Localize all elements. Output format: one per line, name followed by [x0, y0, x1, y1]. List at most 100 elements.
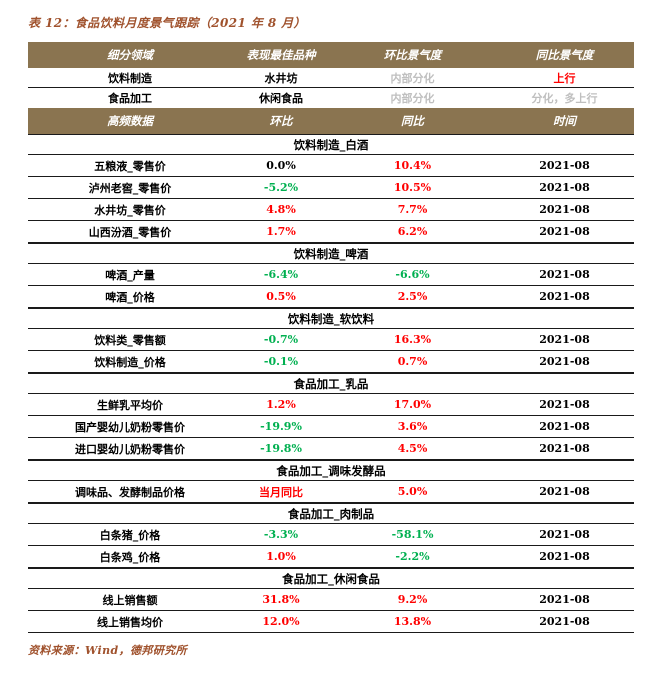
date-value: 2021-08 [539, 593, 590, 606]
summary-row: 饮料制造 水井坊 内部分化 上行 [28, 68, 634, 88]
data-row: 水井坊_零售价 4.8% 7.7% 2021-08 [28, 199, 634, 221]
indicator-label: 饮料制造_价格 [94, 355, 166, 369]
date-value: 2021-08 [539, 615, 590, 628]
mom-value: 0.5% [266, 290, 296, 303]
prosperity-table: 细分领域 表现最佳品种 环比景气度 同比景气度 饮料制造 水井坊 内部分化 上行… [28, 42, 634, 633]
yoy-value: 13.8% [393, 615, 432, 628]
report-page: 表 12：食品饮料月度景气跟踪（2021 年 8 月） 细分领域 表现最佳品种 … [28, 16, 634, 657]
data-row: 饮料类_零售额 -0.7% 16.3% 2021-08 [28, 329, 634, 351]
yoy-value: -2.2% [395, 550, 430, 563]
mom-value: -3.3% [263, 528, 299, 541]
header-cell-best-variety: 表现最佳品种 [246, 48, 316, 62]
best-variety-cell: 水井坊 [264, 71, 298, 85]
yoy-value: 4.5% [397, 442, 428, 455]
mom-value: 0.0% [266, 159, 296, 172]
mom-value: 1.0% [266, 550, 296, 563]
mom-value: 当月同比 [259, 485, 303, 499]
mom-value: -6.4% [263, 268, 299, 281]
date-value: 2021-08 [539, 333, 590, 346]
date-value: 2021-08 [539, 398, 590, 411]
yoy-value: 7.7% [397, 203, 428, 216]
indicator-label: 饮料类_零售额 [94, 333, 166, 347]
mom-value: 12.0% [262, 615, 300, 628]
indicator-label: 啤酒_价格 [105, 290, 155, 304]
data-row: 山西汾酒_零售价 1.7% 6.2% 2021-08 [28, 221, 634, 243]
yoy-value: 5.0% [397, 485, 428, 498]
section-title: 食品加工_调味发酵品 [28, 460, 634, 481]
indicator-label: 线上销售额 [102, 593, 158, 607]
mom-value: -19.8% [260, 442, 302, 455]
yoy-value: -6.6% [395, 268, 430, 281]
data-row: 白条猪_价格 -3.3% -58.1% 2021-08 [28, 524, 634, 546]
yoy-value: -58.1% [391, 528, 434, 541]
date-value: 2021-08 [539, 203, 590, 216]
mom-value: -5.2% [263, 181, 299, 194]
mom-prosperity-cell: 内部分化 [390, 92, 435, 105]
header-cell-yoy: 同比 [401, 114, 424, 128]
date-value: 2021-08 [539, 485, 590, 498]
summary-header-row: 细分领域 表现最佳品种 环比景气度 同比景气度 [28, 42, 634, 68]
header-cell-mom-prosperity: 环比景气度 [383, 48, 442, 62]
mom-value: -0.1% [263, 355, 299, 368]
data-row: 线上销售额 31.8% 9.2% 2021-08 [28, 589, 634, 611]
header-cell-date: 时间 [553, 114, 576, 128]
data-row: 五粮液_零售价 0.0% 10.4% 2021-08 [28, 155, 634, 177]
data-source-note: 资料来源：Wind，德邦研究所 [28, 644, 188, 657]
section-title: 饮料制造_啤酒 [28, 243, 634, 264]
data-row: 泸州老窖_零售价 -5.2% 10.5% 2021-08 [28, 177, 634, 199]
data-row: 啤酒_产量 -6.4% -6.6% 2021-08 [28, 264, 634, 286]
yoy-value: 0.7% [397, 355, 428, 368]
header-cell-segment: 细分领域 [107, 48, 153, 62]
section-title: 食品加工_肉制品 [28, 503, 634, 524]
indicator-label: 进口婴幼儿奶粉零售价 [75, 442, 185, 456]
indicator-label: 山西汾酒_零售价 [88, 225, 172, 239]
mom-prosperity-cell: 内部分化 [390, 71, 435, 85]
date-value: 2021-08 [539, 550, 590, 563]
date-value: 2021-08 [539, 268, 590, 281]
yoy-value: 17.0% [393, 398, 432, 411]
yoy-value: 3.6% [397, 420, 428, 433]
date-value: 2021-08 [539, 355, 590, 368]
section-title: 食品加工_乳品 [28, 373, 634, 394]
yoy-value: 16.3% [393, 333, 432, 346]
date-value: 2021-08 [539, 181, 590, 194]
summary-row: 食品加工 休闲食品 内部分化 分化，多上行 [28, 88, 634, 108]
date-value: 2021-08 [539, 290, 590, 303]
section-title: 食品加工_休闲食品 [28, 568, 634, 589]
yoy-value: 2.5% [397, 290, 428, 303]
date-value: 2021-08 [539, 159, 590, 172]
indicator-label: 白条鸡_价格 [99, 550, 161, 564]
section-title: 饮料制造_白酒 [28, 134, 634, 155]
segment-cell: 饮料制造 [108, 71, 152, 85]
mom-value: 31.8% [262, 593, 300, 606]
table-caption: 表 12：食品饮料月度景气跟踪（2021 年 8 月） [28, 16, 306, 30]
mom-value: 4.8% [266, 203, 296, 216]
mom-value: -0.7% [263, 333, 299, 346]
date-value: 2021-08 [539, 420, 590, 433]
data-row: 线上销售均价 12.0% 13.8% 2021-08 [28, 611, 634, 633]
indicator-label: 啤酒_产量 [105, 268, 155, 282]
yoy-prosperity-cell: 上行 [553, 71, 576, 85]
date-value: 2021-08 [539, 225, 590, 238]
header-cell-mom: 环比 [269, 114, 293, 128]
indicator-label: 调味品、发酵制品价格 [75, 485, 185, 499]
yoy-prosperity-cell: 分化，多上行 [531, 92, 598, 105]
yoy-value: 10.5% [393, 181, 432, 194]
indicator-label: 泸州老窖_零售价 [88, 181, 172, 195]
indicator-label: 白条猪_价格 [99, 528, 161, 542]
mom-value: 1.2% [266, 398, 296, 411]
indicator-label: 水井坊_零售价 [94, 203, 166, 217]
header-cell-yoy-prosperity: 同比景气度 [535, 48, 594, 62]
data-row: 进口婴幼儿奶粉零售价 -19.8% 4.5% 2021-08 [28, 438, 634, 460]
data-row: 啤酒_价格 0.5% 2.5% 2021-08 [28, 286, 634, 308]
data-row: 国产婴幼儿奶粉零售价 -19.9% 3.6% 2021-08 [28, 416, 634, 438]
yoy-value: 10.4% [393, 159, 432, 172]
section-title: 饮料制造_软饮料 [28, 308, 634, 329]
segment-cell: 食品加工 [108, 92, 152, 105]
date-value: 2021-08 [539, 442, 590, 455]
data-row: 生鲜乳平均价 1.2% 17.0% 2021-08 [28, 394, 634, 416]
indicator-label: 线上销售均价 [97, 615, 163, 629]
data-row: 饮料制造_价格 -0.1% 0.7% 2021-08 [28, 351, 634, 373]
yoy-value: 6.2% [397, 225, 428, 238]
indicator-label: 国产婴幼儿奶粉零售价 [75, 420, 185, 434]
